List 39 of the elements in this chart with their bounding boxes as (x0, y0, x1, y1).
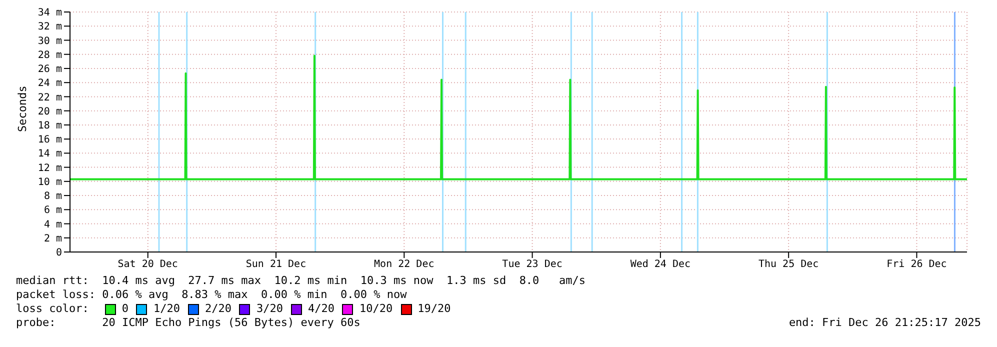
y-tick-label: 10 m (38, 176, 62, 188)
y-tick-label: 12 m (38, 162, 62, 174)
y-tick-label: 4 m (44, 219, 62, 230)
line-series (70, 54, 967, 180)
text: 3/20 (256, 302, 283, 316)
y-tick-label: 18 m (38, 120, 62, 132)
y-tick-label: 8 m (44, 191, 62, 202)
text: 10/20 (359, 302, 393, 316)
y-tick-label: 26 m (38, 64, 62, 76)
text: 19/20 (418, 302, 451, 316)
y-tick-label: 6 m (44, 205, 62, 216)
text: 1/20 (153, 302, 180, 316)
y-tick-label: 28 m (38, 50, 62, 61)
text: 2/20 (204, 302, 232, 316)
y-tick-label: 16 m (38, 134, 62, 146)
text: end: Fri Dec 26 21:25:17 2025 (788, 316, 981, 330)
text: 0 (122, 302, 128, 316)
text: probe: 20 ICMP Echo Pings (56 Bytes) every 60s (16, 316, 360, 330)
y-tick-label: 24 m (38, 78, 62, 90)
y-tick-label: 2 m (44, 233, 62, 244)
text: packet loss: 0.06 % avg 8.83 % max 0.00 % min 0.00 % now (16, 288, 408, 302)
y-tick-label: 32 m (38, 22, 62, 33)
y-axis-title: Seconds (16, 86, 29, 132)
x-tick-label: Fri 26 Dec (886, 259, 947, 270)
x-tick-label: Wed 24 Dec (630, 259, 691, 270)
y-tick-label: 20 m (38, 106, 62, 118)
x-tick-label: Tue 23 Dec (502, 259, 562, 270)
x-tick-label: Mon 22 Dec (374, 259, 434, 270)
x-tick-label: Thu 25 Dec (758, 259, 819, 270)
y-tick-label: 14 m (38, 148, 62, 160)
y-tick-label: 30 m (38, 36, 62, 47)
y-tick-label: 0 (56, 248, 62, 259)
text: 4/20 (308, 302, 334, 316)
x-tick-label: Sun 21 Dec (246, 259, 306, 270)
y-tick-label: 22 m (38, 92, 62, 104)
y-tick-label: 34 m (38, 8, 62, 19)
text: loss color: (16, 302, 89, 316)
text: median rtt: 10.4 ms avg 27.7 ms max 10.2 ms min 10.3 ms now 1.3 ms sd 8.0 am/s (16, 274, 587, 288)
x-tick-label: Sat 20 Dec (118, 259, 178, 270)
